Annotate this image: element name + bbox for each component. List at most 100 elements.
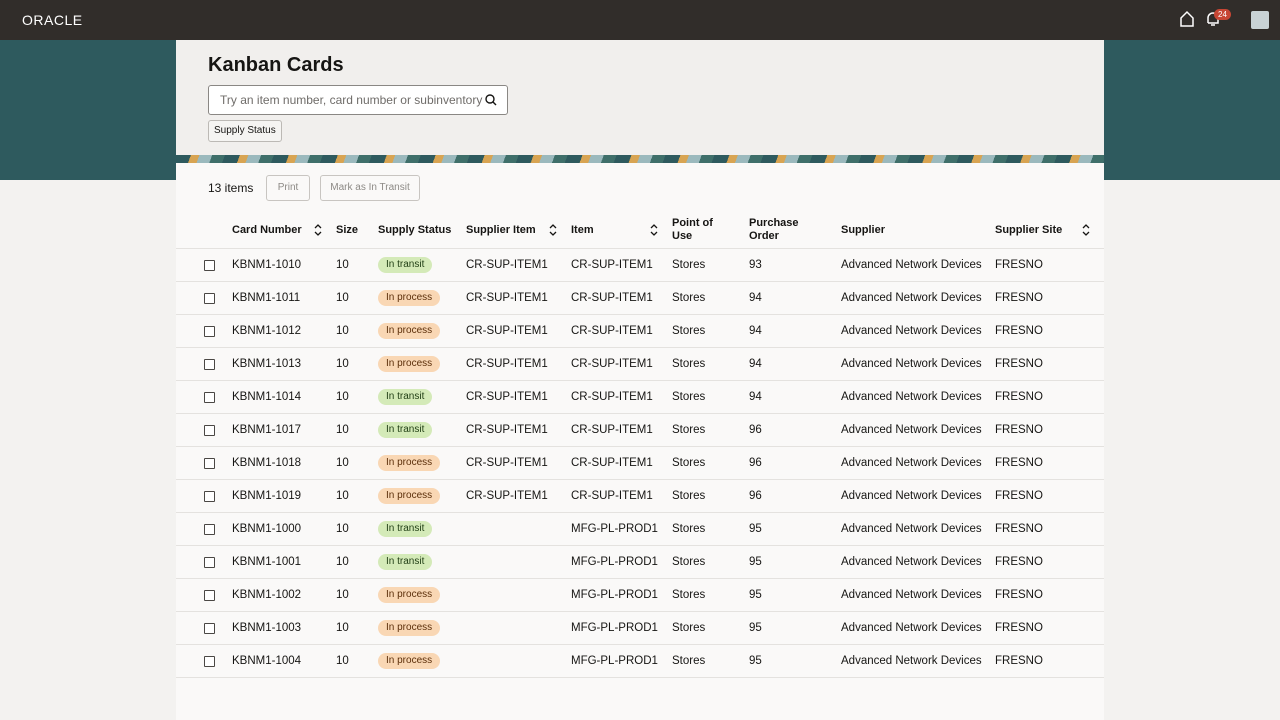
home-icon[interactable] xyxy=(1179,10,1195,28)
supplier-item: CR-SUP-ITEM1 xyxy=(466,259,548,271)
sort-icon[interactable] xyxy=(549,224,557,236)
supply-status-cell: In process xyxy=(378,653,466,669)
user-avatar[interactable] xyxy=(1251,11,1269,29)
size: 10 xyxy=(336,490,349,502)
supply-status-cell: In process xyxy=(378,455,466,471)
row-checkbox[interactable] xyxy=(204,622,215,634)
header-row: Card Number Size Supply Status Supplier Ite… xyxy=(176,212,1104,249)
sort-icon[interactable] xyxy=(314,224,322,236)
row-checkbox[interactable] xyxy=(204,523,215,535)
table-row[interactable]: KBNM1-1014 10 In transit CR-SUP-ITEM1 CR-SUP… xyxy=(176,381,1104,414)
row-checkbox[interactable] xyxy=(204,391,215,403)
supplier-site: FRESNO xyxy=(995,325,1043,337)
point-of-use-cell: Stores xyxy=(672,523,749,535)
table-row[interactable]: KBNM1-1001 10 In transit MFG-PL-PROD1 Stores… xyxy=(176,546,1104,579)
purchase-order-cell: 96 xyxy=(749,457,841,469)
column-header-label: Size xyxy=(336,223,359,236)
row-checkbox[interactable] xyxy=(204,358,215,370)
supplier-site-cell: FRESNO xyxy=(995,589,1104,601)
column-header[interactable]: Supplier Item xyxy=(466,224,571,237)
supplier-site-cell: FRESNO xyxy=(995,556,1104,568)
column-header[interactable]: Card Number xyxy=(232,224,336,237)
point-of-use-cell: Stores xyxy=(672,391,749,403)
item-cell: CR-SUP-ITEM1 xyxy=(571,292,672,304)
point-of-use-cell: Stores xyxy=(672,358,749,370)
point-of-use: Stores xyxy=(672,655,706,667)
supplier-item-cell: CR-SUP-ITEM1 xyxy=(466,325,571,337)
mark-in-transit-button[interactable]: Mark as In Transit xyxy=(320,175,420,201)
supplier-cell: Advanced Network Devices xyxy=(841,358,995,370)
size-cell: 10 xyxy=(336,457,378,469)
size-cell: 10 xyxy=(336,391,378,403)
sort-icon[interactable] xyxy=(1082,224,1090,236)
point-of-use-cell: Stores xyxy=(672,325,749,337)
supplier-item: CR-SUP-ITEM1 xyxy=(466,424,548,436)
table-row[interactable]: KBNM1-1002 10 In process MFG-PL-PROD1 Stores… xyxy=(176,579,1104,612)
row-checkbox[interactable] xyxy=(204,457,215,469)
table-row[interactable]: KBNM1-1004 10 In process MFG-PL-PROD1 Stores… xyxy=(176,645,1104,678)
card-number-cell: KBNM1-1002 xyxy=(232,589,336,601)
supplier-site: FRESNO xyxy=(995,457,1043,469)
table-row[interactable]: KBNM1-1011 10 In process CR-SUP-ITEM1 CR-SUP… xyxy=(176,282,1104,315)
row-checkbox[interactable] xyxy=(204,655,215,667)
table-row[interactable]: KBNM1-1010 10 In transit CR-SUP-ITEM1 CR-SUP… xyxy=(176,249,1104,282)
supplier-site: FRESNO xyxy=(995,490,1043,502)
table-row[interactable]: KBNM1-1012 10 In process CR-SUP-ITEM1 CR-SUP… xyxy=(176,315,1104,348)
supplier-item: CR-SUP-ITEM1 xyxy=(466,457,548,469)
supply-status-cell: In process xyxy=(378,290,466,306)
supplier-site: FRESNO xyxy=(995,424,1043,436)
point-of-use-cell: Stores xyxy=(672,292,749,304)
size: 10 xyxy=(336,325,349,337)
table-row[interactable]: KBNM1-1013 10 In process CR-SUP-ITEM1 CR-SUP… xyxy=(176,348,1104,381)
row-checkbox[interactable] xyxy=(204,490,215,502)
point-of-use: Stores xyxy=(672,457,706,469)
row-checkbox[interactable] xyxy=(204,589,215,601)
row-checkbox[interactable] xyxy=(204,259,215,271)
supplier: Advanced Network Devices xyxy=(841,523,982,535)
supplier-site-cell: FRESNO xyxy=(995,424,1104,436)
supplier-item-cell: CR-SUP-ITEM1 xyxy=(466,259,571,271)
select-cell xyxy=(176,655,232,667)
filter-chip[interactable]: Supply Status xyxy=(208,120,282,142)
decorative-strip xyxy=(176,155,1104,163)
column-header-label: Supply Status xyxy=(378,223,452,236)
supplier-site: FRESNO xyxy=(995,622,1043,634)
row-checkbox[interactable] xyxy=(204,424,215,436)
table-row[interactable]: KBNM1-1003 10 In process MFG-PL-PROD1 Stores… xyxy=(176,612,1104,645)
supplier: Advanced Network Devices xyxy=(841,259,982,271)
search-icon[interactable] xyxy=(485,94,497,106)
item-cell: MFG-PL-PROD1 xyxy=(571,655,672,667)
table-row[interactable]: KBNM1-1019 10 In process CR-SUP-ITEM1 CR-SUP… xyxy=(176,480,1104,513)
sort-icon[interactable] xyxy=(650,224,658,236)
table-row[interactable]: KBNM1-1000 10 In transit MFG-PL-PROD1 Stores… xyxy=(176,513,1104,546)
point-of-use: Stores xyxy=(672,259,706,271)
size: 10 xyxy=(336,391,349,403)
row-checkbox[interactable] xyxy=(204,556,215,568)
point-of-use: Stores xyxy=(672,556,706,568)
size: 10 xyxy=(336,424,349,436)
table-row[interactable]: KBNM1-1018 10 In process CR-SUP-ITEM1 CR-SUP… xyxy=(176,447,1104,480)
size-cell: 10 xyxy=(336,292,378,304)
row-checkbox[interactable] xyxy=(204,325,215,337)
search-field[interactable]: Try an item number, card number or subin… xyxy=(208,85,508,115)
point-of-use-cell: Stores xyxy=(672,259,749,271)
supplier-item-cell: CR-SUP-ITEM1 xyxy=(466,391,571,403)
size: 10 xyxy=(336,556,349,568)
page-title: Kanban Cards xyxy=(208,54,344,76)
print-button[interactable]: Print xyxy=(266,175,310,201)
table-row[interactable]: KBNM1-1017 10 In transit CR-SUP-ITEM1 CR-SUP… xyxy=(176,414,1104,447)
supplier: Advanced Network Devices xyxy=(841,556,982,568)
row-checkbox[interactable] xyxy=(204,292,215,304)
select-cell xyxy=(176,325,232,337)
brand-logo[interactable]: ORACLE xyxy=(22,12,83,28)
card-number-cell: KBNM1-1018 xyxy=(232,457,336,469)
column-header[interactable]: Supplier Site xyxy=(995,224,1104,237)
card-number: KBNM1-1003 xyxy=(232,622,302,634)
card-number-cell: KBNM1-1014 xyxy=(232,391,336,403)
purchase-order: 94 xyxy=(749,325,762,337)
supplier-cell: Advanced Network Devices xyxy=(841,523,995,535)
item: CR-SUP-ITEM1 xyxy=(571,325,653,337)
purchase-order: 95 xyxy=(749,556,762,568)
column-header[interactable]: Item xyxy=(571,224,672,237)
